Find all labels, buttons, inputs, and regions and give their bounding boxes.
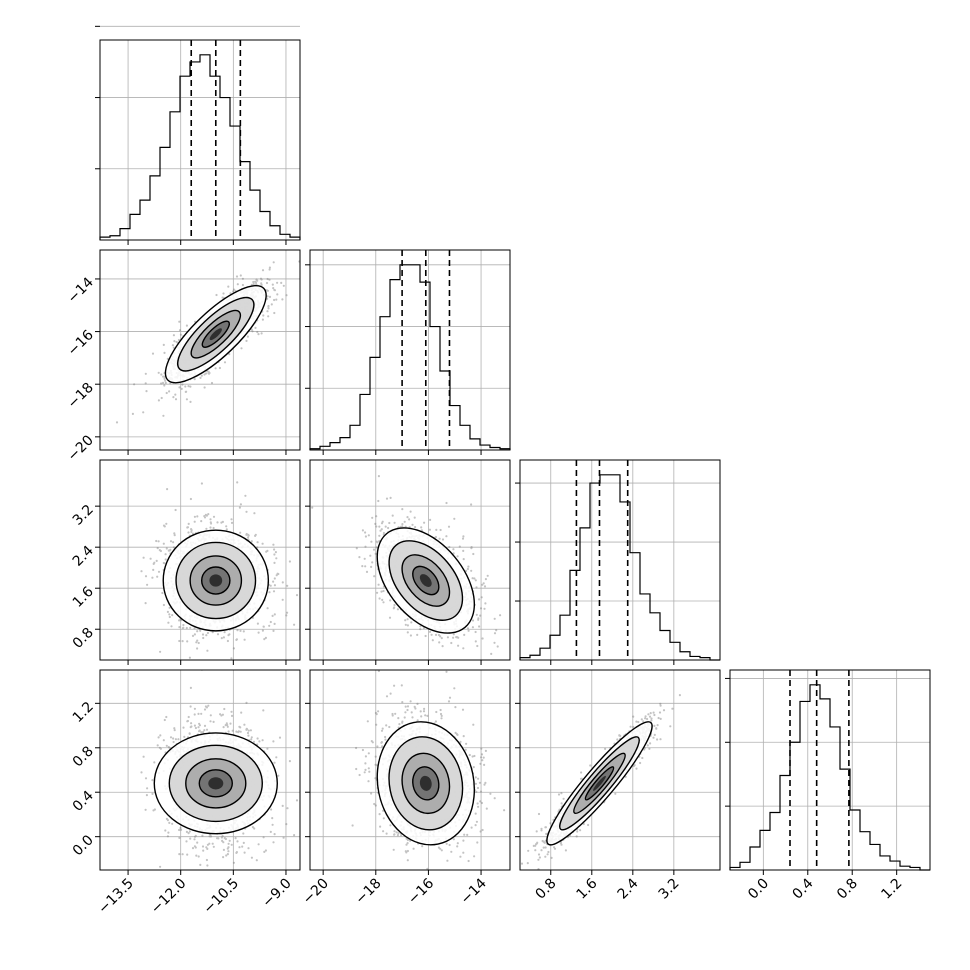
y-tick-label: 2.4: [70, 543, 97, 570]
histogram-panel: [515, 459, 721, 665]
density-layer: [140, 481, 299, 660]
density-contour: [419, 775, 432, 791]
panel-frame: [99, 39, 301, 241]
x-tick-label: −10.5: [201, 876, 243, 918]
y-tick-label: 1.2: [70, 699, 97, 726]
x-tick-label: 3.2: [656, 876, 683, 903]
x-tick-label: 2.4: [615, 875, 642, 902]
density-contour: [419, 574, 432, 587]
density-contour: [593, 775, 606, 791]
x-tick-label: 0.0: [745, 876, 772, 903]
histogram-panel: [725, 669, 931, 875]
panel-frame: [99, 249, 301, 451]
histogram-step: [99, 54, 301, 240]
panel-frame: [309, 669, 511, 871]
density-contour: [209, 574, 223, 587]
y-tick-label: 0.8: [70, 743, 97, 770]
density-layer: [311, 475, 502, 655]
density-contour: [208, 777, 224, 790]
x-tick-label: 0.8: [834, 876, 861, 903]
scatter-panel: [95, 249, 301, 455]
panel-frame: [99, 669, 301, 871]
panel-frame: [309, 459, 511, 661]
histogram-step: [729, 684, 930, 871]
scatter-panel: [515, 669, 721, 875]
density-layer: [140, 670, 299, 868]
y-tick-label: 3.2: [70, 502, 97, 529]
y-tick-label: 1.6: [70, 584, 97, 611]
x-tick-label: 0.4: [790, 875, 817, 902]
y-tick-label: −14: [65, 274, 97, 306]
panel-frame: [309, 249, 511, 451]
density-layer: [115, 260, 300, 424]
x-tick-label: −9.0: [259, 876, 294, 911]
x-tick-label: −14: [458, 875, 490, 907]
y-tick-label: −20: [65, 432, 97, 464]
histogram-step: [519, 474, 720, 661]
panel-frame: [519, 669, 721, 871]
x-tick-label: 0.8: [533, 876, 560, 903]
density-contour: [209, 328, 222, 341]
y-tick-label: 0.0: [70, 832, 97, 859]
y-tick-label: −18: [65, 380, 97, 412]
panel-frame: [519, 459, 721, 661]
x-tick-label: 1.2: [878, 876, 905, 903]
histogram-panel: [95, 25, 301, 245]
scatter-panel: [305, 459, 511, 665]
x-tick-label: −13.5: [95, 876, 137, 918]
panel-frame: [99, 459, 301, 661]
x-tick-label: 1.6: [574, 875, 601, 902]
panel-frame: [729, 669, 931, 871]
scatter-panel: [95, 669, 301, 875]
x-tick-label: −12.0: [148, 876, 190, 918]
y-tick-label: 0.4: [70, 788, 97, 815]
histogram-step: [309, 264, 511, 450]
y-tick-label: −16: [65, 327, 97, 359]
density-layer: [520, 694, 682, 870]
y-tick-label: 0.8: [70, 625, 97, 652]
density-layer: [351, 670, 506, 870]
scatter-panel: [305, 669, 511, 875]
x-tick-label: −20: [300, 876, 332, 908]
scatter-panel: [95, 459, 301, 665]
x-tick-label: −18: [352, 876, 384, 908]
histogram-panel: [305, 249, 511, 455]
x-tick-label: −16: [405, 875, 437, 907]
